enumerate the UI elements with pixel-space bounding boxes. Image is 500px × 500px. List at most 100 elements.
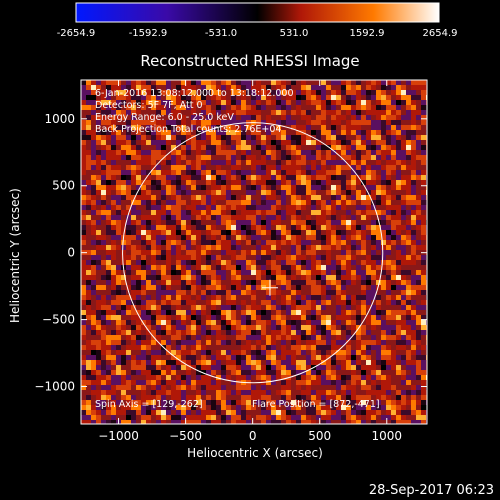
heatmap-cell: [126, 365, 131, 370]
heatmap-cell: [216, 270, 221, 275]
heatmap-cell: [286, 385, 291, 390]
heatmap-cell: [156, 375, 161, 380]
heatmap-cell: [241, 125, 246, 130]
heatmap-cell: [181, 390, 186, 395]
heatmap-cell: [261, 95, 266, 100]
heatmap-cell: [146, 280, 151, 285]
heatmap-cell: [221, 110, 226, 115]
heatmap-cell: [346, 110, 351, 115]
heatmap-cell: [111, 155, 116, 160]
heatmap-cell: [196, 405, 201, 410]
heatmap-cell: [96, 170, 101, 175]
heatmap-cell: [106, 135, 111, 140]
heatmap-cell: [231, 130, 236, 135]
heatmap-cell: [126, 105, 131, 110]
heatmap-cell: [156, 115, 161, 120]
heatmap-cell: [91, 90, 96, 95]
heatmap-cell: [421, 270, 426, 275]
heatmap-cell: [106, 305, 111, 310]
heatmap-cell: [341, 330, 346, 335]
heatmap-cell: [411, 395, 416, 400]
heatmap-cell: [91, 215, 96, 220]
heatmap-cell: [386, 235, 391, 240]
heatmap-cell: [386, 285, 391, 290]
heatmap-cell: [161, 360, 166, 365]
annotation-method: Back Projection Total counts: 2.76E+04: [95, 124, 282, 135]
heatmap-cell: [366, 155, 371, 160]
heatmap-cell: [181, 255, 186, 260]
heatmap-cell: [96, 255, 101, 260]
heatmap-cell: [291, 265, 296, 270]
heatmap-cell: [366, 145, 371, 150]
heatmap-cell: [196, 105, 201, 110]
heatmap-cell: [416, 225, 421, 230]
heatmap-cell: [346, 270, 351, 275]
heatmap-cell: [351, 170, 356, 175]
heatmap-cell: [201, 115, 206, 120]
heatmap-cell: [146, 345, 151, 350]
heatmap-cell: [296, 180, 301, 185]
heatmap-cell: [176, 275, 181, 280]
heatmap-cell: [281, 405, 286, 410]
heatmap-cell: [381, 345, 386, 350]
heatmap-cell: [186, 115, 191, 120]
heatmap-cell: [421, 380, 426, 385]
heatmap-cell: [136, 150, 141, 155]
heatmap-cell: [391, 395, 396, 400]
heatmap-cell: [296, 80, 301, 85]
heatmap-cell: [216, 150, 221, 155]
heatmap-cell: [186, 290, 191, 295]
heatmap-cell: [336, 240, 341, 245]
heatmap-cell: [111, 395, 116, 400]
heatmap-cell: [261, 210, 266, 215]
heatmap-cell: [306, 305, 311, 310]
heatmap-cell: [171, 140, 176, 145]
heatmap-cell: [266, 115, 271, 120]
heatmap-cell: [151, 155, 156, 160]
heatmap-cell: [416, 360, 421, 365]
heatmap-cell: [286, 325, 291, 330]
heatmap-cell: [406, 150, 411, 155]
heatmap-cell: [141, 310, 146, 315]
heatmap-cell: [186, 250, 191, 255]
heatmap-cell: [411, 180, 416, 185]
heatmap-cell: [241, 375, 246, 380]
heatmap-cell: [281, 205, 286, 210]
heatmap-cell: [111, 135, 116, 140]
heatmap-cell: [176, 105, 181, 110]
heatmap-cell: [291, 145, 296, 150]
heatmap-cell: [371, 415, 376, 420]
heatmap-cell: [131, 250, 136, 255]
heatmap-cell: [316, 220, 321, 225]
heatmap-cell: [366, 320, 371, 325]
heatmap-cell: [411, 300, 416, 305]
heatmap-cell: [176, 280, 181, 285]
heatmap-cell: [176, 225, 181, 230]
heatmap-cell: [266, 275, 271, 280]
heatmap-cell: [266, 400, 271, 405]
heatmap-cell: [216, 105, 221, 110]
heatmap-cell: [256, 160, 261, 165]
heatmap-cell: [326, 310, 331, 315]
heatmap-cell: [401, 105, 406, 110]
heatmap-cell: [346, 355, 351, 360]
heatmap-cell: [141, 90, 146, 95]
heatmap-cell: [261, 260, 266, 265]
heatmap-cell: [206, 85, 211, 90]
heatmap-cell: [201, 175, 206, 180]
heatmap-cell: [166, 275, 171, 280]
heatmap-cell: [276, 285, 281, 290]
heatmap-cell: [296, 325, 301, 330]
heatmap-cell: [236, 245, 241, 250]
heatmap-cell: [106, 230, 111, 235]
heatmap-cell: [391, 265, 396, 270]
heatmap-cell: [316, 305, 321, 310]
heatmap-cell: [416, 240, 421, 245]
heatmap-cell: [281, 90, 286, 95]
heatmap-cell: [356, 330, 361, 335]
heatmap-cell: [316, 80, 321, 85]
heatmap-cell: [361, 305, 366, 310]
heatmap-cell: [346, 305, 351, 310]
heatmap-cell: [286, 395, 291, 400]
heatmap-cell: [126, 235, 131, 240]
